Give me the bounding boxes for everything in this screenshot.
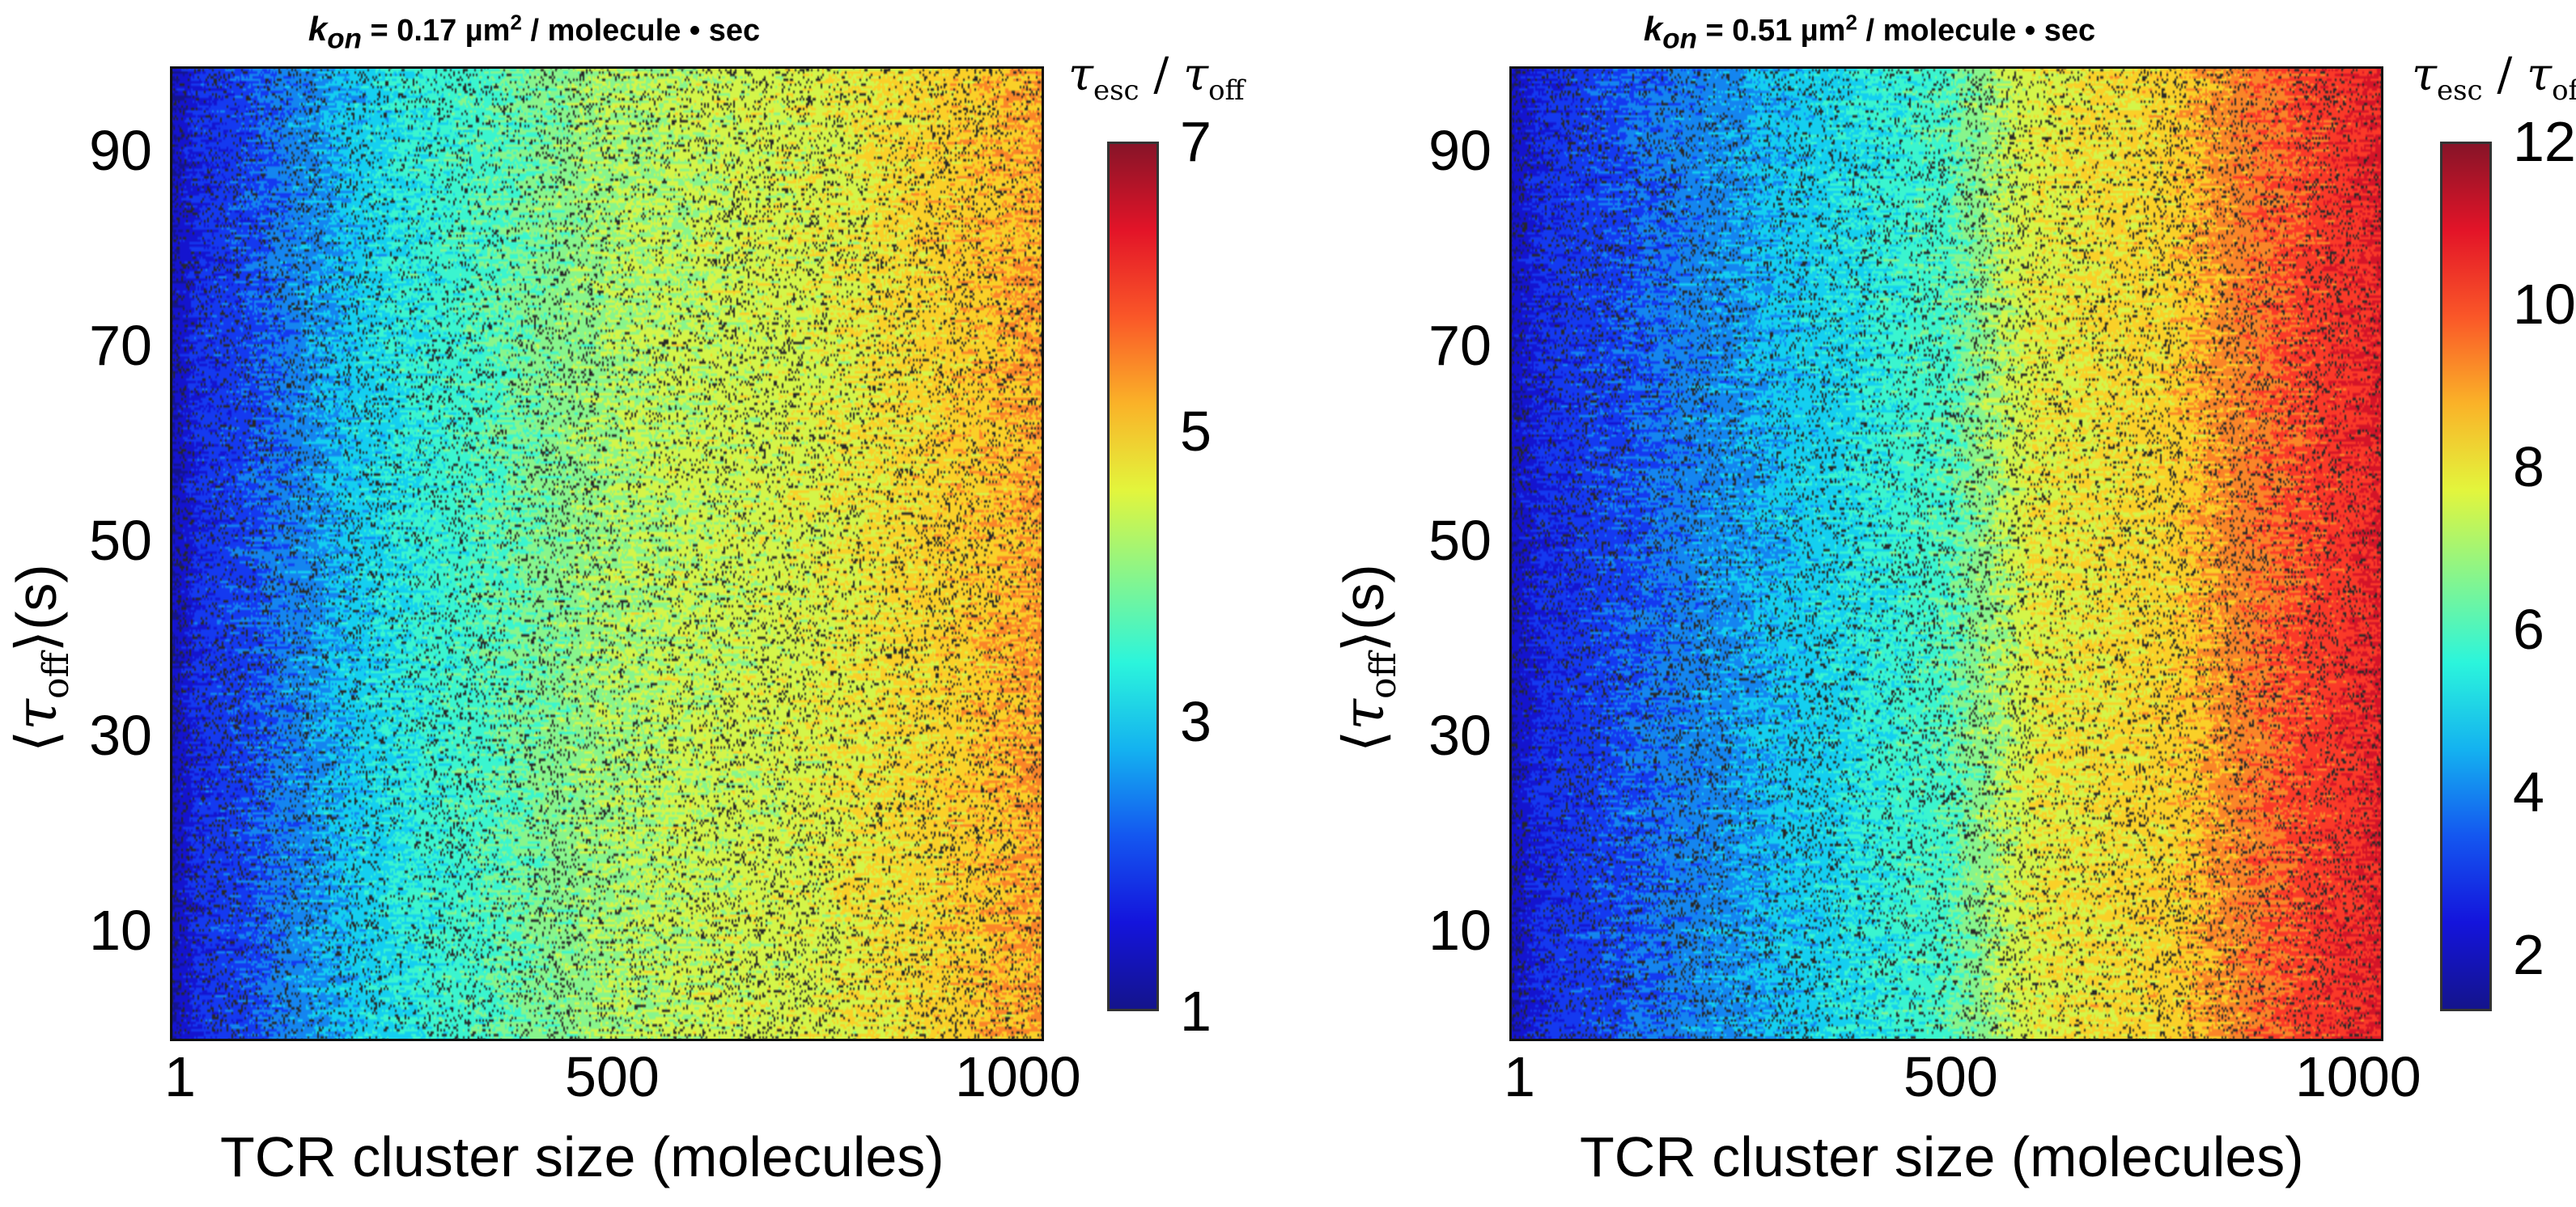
colorbar [1107, 142, 1159, 1011]
colorbar [2440, 142, 2492, 1011]
colorbar-tick-label: 10 [2513, 272, 2576, 336]
chart-panel-left: kon = 0.17 µm2 / molecule • sec 10 30 50… [0, 0, 1263, 1207]
title-value: = 0.17 µm [361, 14, 511, 48]
y-tick-label: 50 [1428, 509, 1492, 572]
title-exponent: 2 [510, 10, 522, 35]
x-tick-label: 1000 [955, 1045, 1081, 1108]
title-exponent: 2 [1845, 10, 1857, 35]
colorbar-tick-label: 5 [1180, 400, 1212, 464]
colorbar-title: τesc / τoff [1068, 49, 1245, 108]
heatmap-image [170, 66, 1044, 1041]
title-value: = 0.51 µm [1696, 14, 1846, 48]
heatmap-plot-area [1509, 66, 2383, 1041]
chart-panel-right: kon = 0.51 µm2 / molecule • sec 10 30 50… [1330, 0, 2576, 1207]
y-tick-label: 90 [1428, 119, 1492, 182]
colorbar-tick-label: 2 [2513, 922, 2544, 986]
y-tick-label: 50 [89, 509, 152, 572]
y-tick-label: 70 [89, 314, 152, 377]
colorbar-tick-label: 3 [1180, 689, 1212, 753]
title-unit: / molecule • sec [521, 14, 761, 48]
heatmap-plot-area [170, 66, 1044, 1041]
colorbar-title: τesc / τoff [2412, 49, 2576, 108]
title-k-symbol: kon [308, 10, 362, 55]
colorbar-tick-label: 7 [1180, 110, 1212, 173]
x-tick-label: 1 [164, 1045, 196, 1108]
y-tick-label: 10 [1428, 899, 1492, 962]
x-tick-label: 500 [565, 1045, 660, 1108]
x-axis-label: TCR cluster size (molecules) [1580, 1125, 2304, 1188]
colorbar-tick-label: 12 [2513, 110, 2576, 173]
chart-title: kon = 0.51 µm2 / molecule • sec [1424, 10, 2315, 55]
chart-title: kon = 0.17 µm2 / molecule • sec [89, 10, 979, 55]
y-tick-label: 30 [1428, 704, 1492, 767]
x-tick-label: 1000 [2295, 1045, 2421, 1108]
title-k-symbol: kon [1643, 10, 1697, 55]
y-tick-label: 30 [89, 704, 152, 767]
x-tick-label: 500 [1903, 1045, 1998, 1108]
y-tick-label: 90 [89, 119, 152, 182]
colorbar-tick-label: 8 [2513, 434, 2544, 498]
title-unit: / molecule • sec [1857, 14, 2096, 48]
y-axis-label: ⟨τoff⟩(s) [1330, 564, 1404, 752]
colorbar-tick-label: 1 [1180, 980, 1212, 1043]
x-axis-label: TCR cluster size (molecules) [220, 1125, 944, 1188]
y-tick-label: 10 [89, 899, 152, 962]
colorbar-tick-label: 4 [2513, 760, 2544, 824]
y-tick-label: 70 [1428, 314, 1492, 377]
x-tick-label: 1 [1504, 1045, 1535, 1108]
colorbar-tick-label: 6 [2513, 597, 2544, 661]
y-axis-label: ⟨τoff⟩(s) [3, 564, 77, 752]
heatmap-image [1509, 66, 2383, 1041]
